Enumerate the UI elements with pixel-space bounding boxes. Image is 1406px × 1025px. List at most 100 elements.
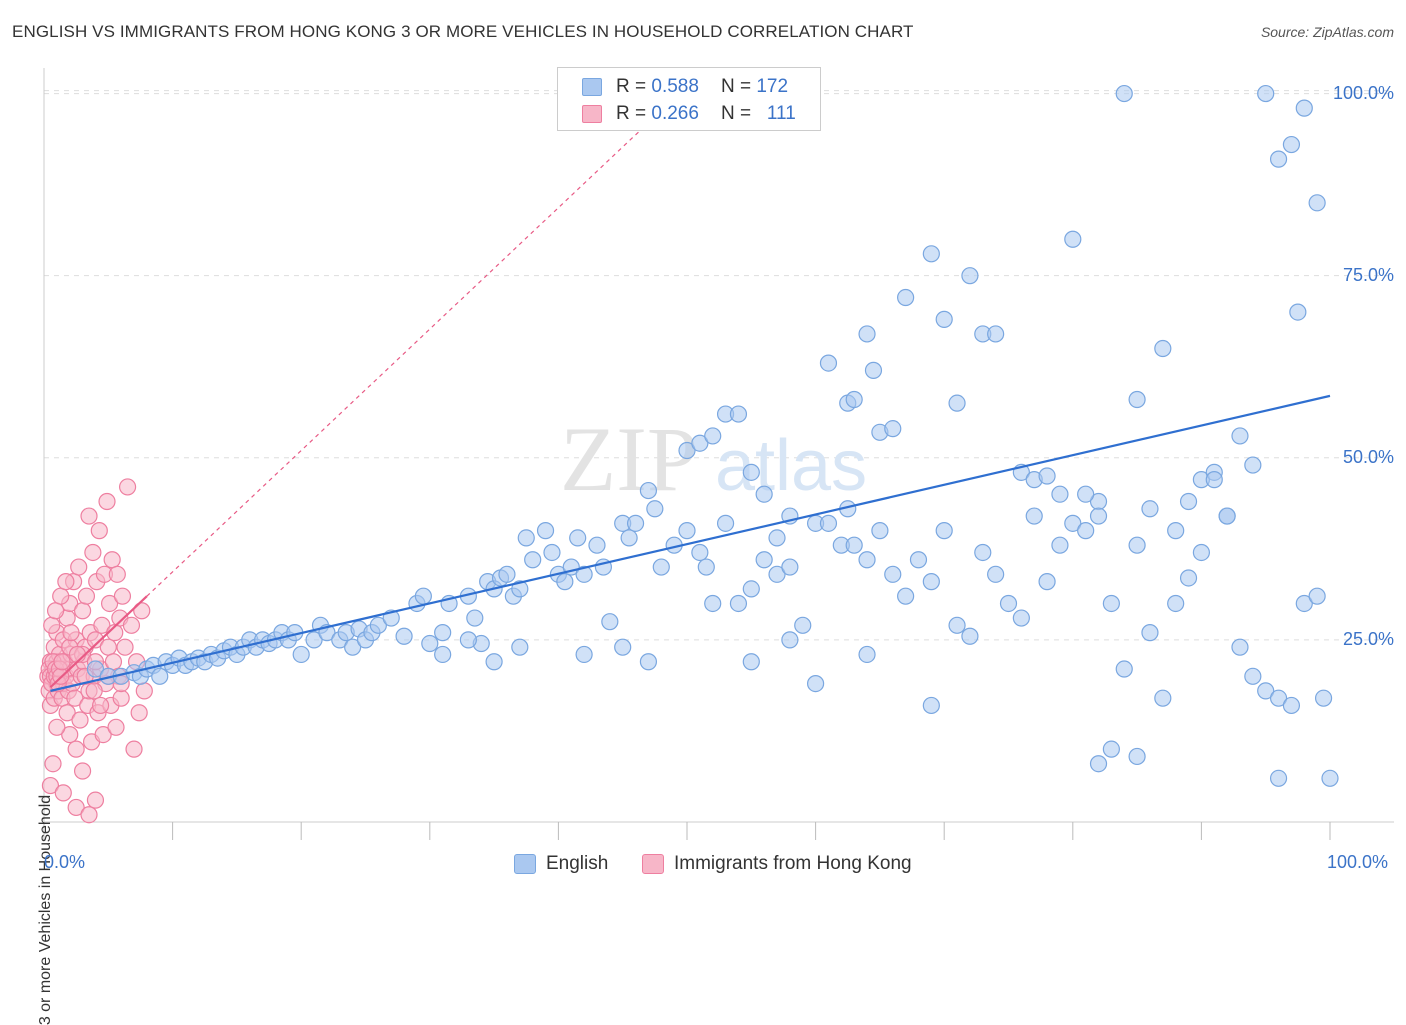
english-point [704,594,722,613]
hk-point [73,762,92,780]
english-point [646,500,664,518]
english-point [1231,427,1249,445]
english-point [588,536,606,554]
english-point [639,481,658,500]
english-point [1269,769,1288,787]
english-point [1282,135,1301,154]
english-point [1218,507,1236,525]
hk-point [112,689,130,707]
english-point [781,558,799,576]
hk-point [98,492,116,511]
chart-title: ENGLISH VS IMMIGRANTS FROM HONG KONG 3 O… [12,22,914,41]
legend-n-value-english: 172 [756,76,789,97]
english-point [897,587,915,605]
english-point [86,660,105,678]
legend-row-hk: R = 0.266 N = 111 [582,101,796,127]
english-point [1102,740,1120,758]
english-point [1141,624,1159,642]
watermark-zip: ZIP [560,408,698,510]
english-point [755,485,773,503]
hk-point [100,594,119,613]
english-point [1269,150,1288,168]
hk-point [41,776,60,795]
hk-swatch-icon [582,105,602,123]
hk-point [113,587,132,605]
english-point [691,543,709,562]
english-point [1089,507,1108,525]
english-point [1154,339,1172,358]
english-point [691,434,709,452]
english-point [948,616,966,634]
english-point [575,565,593,583]
english-point [987,565,1005,583]
legend-r-value-hk: 0.266 [651,103,699,124]
english-point [1295,99,1313,117]
english-point [1244,667,1262,685]
english-point [511,638,529,656]
hk-point [93,616,111,634]
english-point [909,551,928,569]
english-point [897,288,915,307]
legend-row-english: R = 0.588 N = 172 [582,74,788,100]
english-point [395,627,413,645]
legend-n-label: N = [720,103,752,124]
english-point [536,522,555,540]
english-point [1289,303,1307,321]
english-point [556,573,574,591]
hk-point [70,558,88,576]
x-tick-label-max: 100.0% [1327,852,1389,872]
english-point [922,573,940,591]
english-point [858,551,876,569]
english-point [716,514,735,532]
hk-point [80,806,98,824]
english-points-layer [86,84,1339,787]
english-point [871,522,889,540]
english-point [466,609,484,627]
hk-point [52,587,70,605]
english-point [344,638,362,656]
english-point [614,638,632,656]
y-tick-label-1: 50.0% [1342,446,1394,467]
legend-label-english: English [546,853,609,874]
english-point [678,441,696,460]
y-tick-label-3: 100.0% [1332,82,1394,103]
bottom-legend-english: English [514,852,608,876]
watermark-atlas: atlas [715,426,867,506]
english-trend-line [50,394,1331,692]
hk-points-layer [39,478,153,824]
english-point [864,361,883,379]
english-point [781,631,799,649]
english-point [1115,660,1133,678]
english-point [999,594,1018,613]
hk-point [91,696,110,715]
hk-point [130,704,148,722]
english-point [806,674,825,693]
english-point [1115,84,1133,103]
english-point [434,645,452,664]
legend-r-value-english: 0.588 [651,76,699,97]
english-point [1314,689,1333,707]
english-point [569,529,587,547]
english-point [1025,507,1043,525]
english-point [1244,456,1262,474]
english-point [151,667,169,685]
hk-point [85,682,103,700]
y-tick-label-2: 75.0% [1342,264,1394,285]
x-tick-label-min: 0.0% [44,852,86,872]
english-point [742,653,760,671]
english-point [1128,390,1146,409]
english-swatch-icon [582,78,602,96]
english-point [575,645,593,664]
english-point [858,325,876,343]
hk-point [58,704,76,722]
hk-point [68,645,87,664]
english-point [755,551,773,569]
hk-point [66,689,84,707]
stats-legend: R = 0.588 N = 172 R = 0.266 N = 111 [557,67,821,131]
english-point [421,634,439,653]
english-point [626,514,645,532]
english-point [1257,682,1275,700]
english-point [1089,755,1108,773]
hk-point [103,551,121,569]
english-point [845,536,863,554]
